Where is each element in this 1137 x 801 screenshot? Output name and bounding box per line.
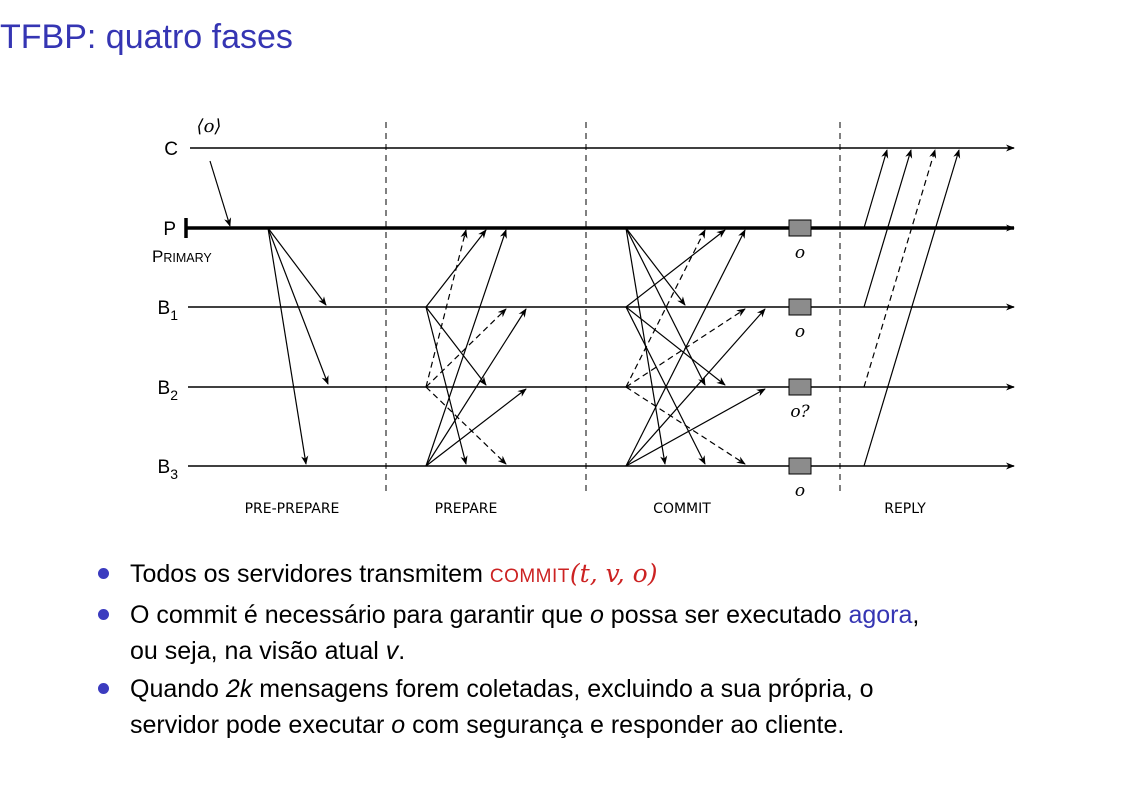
execution-box <box>788 219 812 237</box>
commit-arrow <box>625 308 766 467</box>
bullet-text: possa ser executado <box>603 601 849 629</box>
prepare-arrow <box>425 229 468 388</box>
reply-arrow <box>863 149 961 467</box>
prepare-arrow <box>425 388 527 467</box>
prepare-arrow <box>425 386 507 465</box>
execution-label: o? <box>790 402 810 422</box>
bullet-dot <box>98 609 109 620</box>
primary-label: PRIMARY <box>152 247 212 266</box>
reply-arrow <box>863 149 913 308</box>
execution-label: o <box>795 322 805 342</box>
reply-arrow <box>863 149 937 388</box>
reply-arrow <box>863 149 889 229</box>
prepare-arrow <box>425 308 527 467</box>
bullet-dot <box>98 568 109 579</box>
execution-label: o <box>795 243 805 263</box>
variable-o: o <box>589 601 604 629</box>
lifeline-label: B2 <box>158 378 179 403</box>
prepare-arrow <box>425 229 507 467</box>
bullet-item: Quando 2k mensagens forem coletadas, exc… <box>92 671 1132 743</box>
messages <box>209 149 961 467</box>
pre-prepare-arrow <box>267 227 327 306</box>
diagram-labels: C P B1 B2 B3 PRIMARY ⟨o⟩ PRE-PREPARE PREPARE COMM… <box>152 116 926 517</box>
phase-dividers <box>385 122 841 492</box>
pbft-phase-diagram: C P B1 B2 B3 PRIMARY ⟨o⟩ PRE-PREPARE PREPARE COMM… <box>152 116 1015 517</box>
request-label: ⟨o⟩ <box>197 116 222 137</box>
bullet-text: Quando <box>130 675 226 703</box>
highlight-agora: agora <box>848 601 913 629</box>
commit-arrow <box>625 229 726 308</box>
prepare-arrow <box>425 306 487 386</box>
lifeline-label: P <box>163 219 176 240</box>
request-arrow <box>209 160 232 227</box>
execution-box <box>788 457 812 475</box>
bullet-item: Todos os servidores transmitem COMMIT(t,… <box>92 556 1132 595</box>
bullet-text: servidor pode executar <box>130 711 392 739</box>
phase-label: REPLY <box>884 501 926 517</box>
bullet-list: Todos os servidores transmitem COMMIT(t,… <box>92 556 1132 745</box>
variable-o: o <box>391 711 406 739</box>
page-title: TFBP: quatro fases <box>0 18 293 56</box>
bullet-text: ou seja, na visão atual <box>130 637 386 665</box>
commit-arrow <box>625 227 686 306</box>
phase-label: PRE-PREPARE <box>245 501 340 517</box>
execution-box <box>788 298 812 316</box>
bullet-text: , <box>912 601 920 629</box>
commit-arrow <box>625 306 706 465</box>
commit-arrow <box>625 229 746 467</box>
bullet-item: O commit é necessário para garantir que … <box>92 597 1132 669</box>
lifeline-label: B1 <box>158 298 179 323</box>
prepare-arrow <box>425 306 468 465</box>
execution-box <box>788 378 812 396</box>
execution-markers <box>788 219 812 475</box>
bullet-dot <box>98 683 109 694</box>
commit-arrow <box>625 386 746 465</box>
bullet-text: O commit é necessário para garantir que <box>130 601 590 629</box>
commit-arrow <box>625 306 726 386</box>
lifeline-label: B3 <box>158 457 179 482</box>
phase-label: PREPARE <box>435 501 498 517</box>
bullet-text: com segurança e responder ao cliente. <box>405 711 845 739</box>
bullet-text: mensagens forem coletadas, excluindo a s… <box>252 675 874 703</box>
lifelines <box>184 144 1015 470</box>
pre-prepare-arrow <box>267 227 329 385</box>
commit-arrow <box>625 388 766 467</box>
commit-message-args: (t, v, o) <box>569 559 658 588</box>
bullet-text: Todos os servidores transmitem <box>130 560 490 588</box>
variable-2k: 2k <box>225 675 253 703</box>
execution-label: o <box>795 481 805 501</box>
commit-arrow <box>625 229 706 388</box>
lifeline-label: C <box>164 139 178 160</box>
pre-prepare-arrow <box>267 227 309 465</box>
variable-v: v <box>385 637 399 665</box>
commit-message-name: COMMIT <box>489 566 570 587</box>
bullet-text: . <box>398 637 406 665</box>
phase-label: COMMIT <box>653 501 711 517</box>
